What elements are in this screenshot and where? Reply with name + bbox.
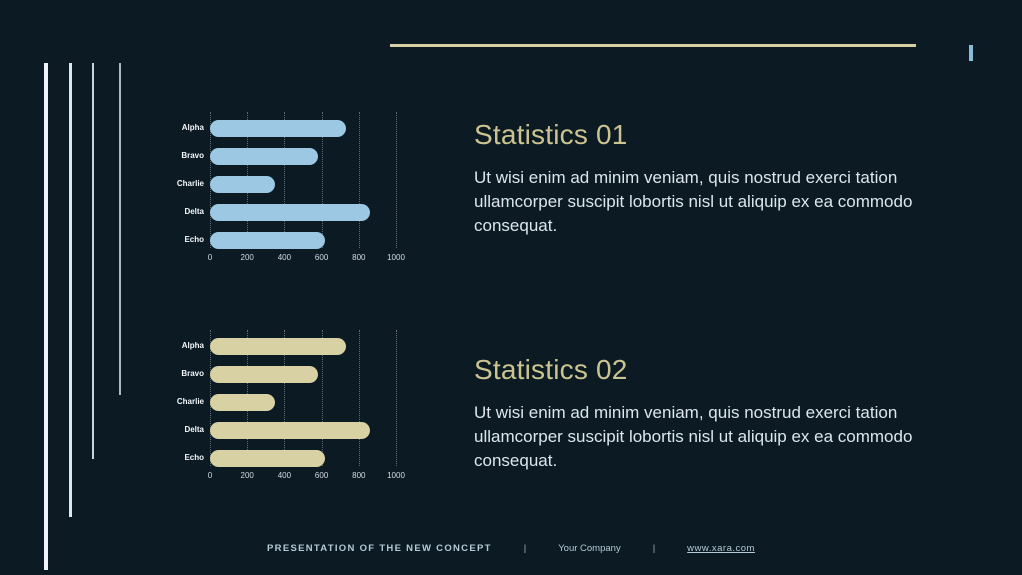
axis-tick-label: 0	[207, 253, 213, 262]
category-label: Charlie	[176, 397, 204, 406]
bar-alpha	[210, 119, 346, 137]
footer-website-link[interactable]: www.xara.com	[687, 543, 755, 554]
bar-delta	[210, 203, 370, 221]
category-label: Delta	[184, 207, 204, 216]
gridline	[284, 112, 286, 248]
bar-chart-statistics-02: 0 200 400 600 800 1000 Alpha Bravo Charlie Delta E…	[168, 330, 410, 488]
bar-bravo	[210, 147, 318, 165]
axis-tick-label: 600	[314, 253, 329, 262]
category-label: Charlie	[176, 179, 204, 188]
section-body-statistics-02: Ut wisi enim ad minim veniam, quis nostr…	[474, 403, 913, 470]
bar-charlie	[210, 175, 276, 193]
gridline	[321, 330, 323, 466]
slide-footer: PRESENTATION OF THE NEW CONCEPT | Your C…	[0, 543, 1022, 554]
category-label: Echo	[184, 235, 204, 244]
category-label: Bravo	[181, 369, 204, 378]
category-label: Echo	[184, 453, 204, 462]
axis-tick-label: 600	[314, 471, 329, 480]
plot-area: 0 200 400 600 800 1000	[208, 112, 405, 262]
axis-tick-label: 200	[240, 471, 254, 480]
axis-tick-label: 400	[277, 471, 292, 480]
gridline	[358, 330, 360, 466]
bar-chart-statistics-01: 0 200 400 600 800 1000 Alpha Bravo Charlie Delta E…	[168, 112, 410, 270]
gridline	[358, 112, 360, 248]
axis-tick-label: 1000	[387, 253, 405, 262]
left-decor-line-2	[69, 63, 72, 517]
category-label: Delta	[184, 425, 204, 434]
gridline	[284, 330, 286, 466]
bar-echo	[210, 449, 326, 467]
axis-tick-label: 800	[352, 253, 366, 262]
plot-area: 0 200 400 600 800 1000	[208, 330, 405, 480]
footer-company-label: Your Company	[558, 543, 621, 554]
bar-charlie	[210, 393, 276, 411]
footer-separator-1: |	[523, 543, 527, 554]
gridline	[321, 112, 323, 248]
bar-delta	[210, 421, 370, 439]
top-horizontal-rule	[390, 44, 916, 47]
bar-echo	[210, 231, 326, 249]
bar-bravo	[210, 365, 318, 383]
gridline	[396, 330, 397, 466]
category-label: Alpha	[181, 123, 204, 132]
axis-tick-label: 1000	[387, 471, 405, 480]
left-decor-line-3	[92, 63, 94, 459]
gridline	[396, 112, 397, 248]
section-body-statistics-01: Ut wisi enim ad minim veniam, quis nostr…	[474, 168, 913, 235]
section-title-statistics-01: Statistics 01	[474, 119, 628, 150]
left-decor-line-4	[119, 63, 121, 395]
category-label: Bravo	[181, 151, 204, 160]
axis-tick-label: 400	[277, 253, 292, 262]
category-label: Alpha	[181, 341, 204, 350]
footer-presentation-label: PRESENTATION OF THE NEW CONCEPT	[267, 543, 492, 554]
section-title-statistics-02: Statistics 02	[474, 354, 628, 385]
bar-alpha	[210, 337, 346, 355]
axis-tick-label: 0	[207, 471, 213, 480]
left-decor-line-1	[44, 63, 48, 570]
footer-separator-2: |	[652, 543, 656, 554]
axis-tick-label: 800	[352, 471, 366, 480]
axis-tick-label: 200	[240, 253, 254, 262]
top-right-accent-dash	[969, 45, 973, 61]
